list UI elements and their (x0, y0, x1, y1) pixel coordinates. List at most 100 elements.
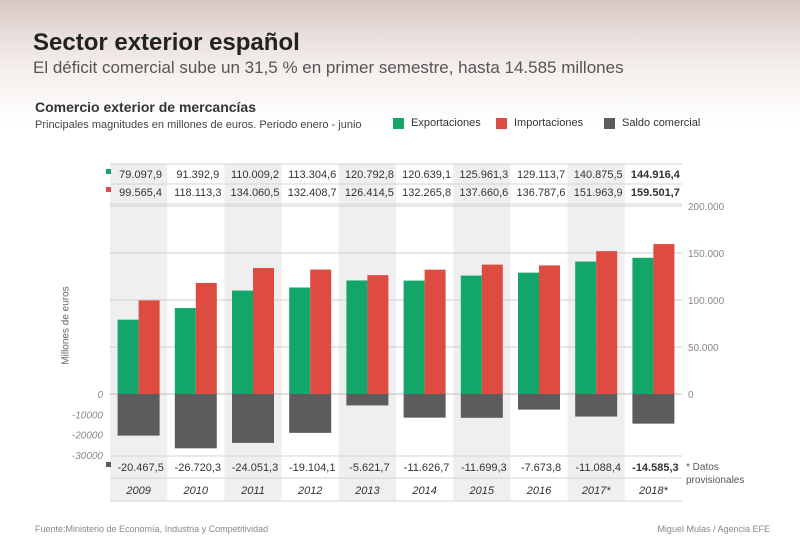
data-label-importaciones: 151.963,9 (574, 187, 623, 199)
x-tick-label: 2010 (183, 485, 209, 497)
left-axis-tick-label: -10000 (72, 410, 104, 421)
x-tick-label: 2009 (125, 485, 150, 497)
x-tick-label: 2014 (411, 485, 436, 497)
legend-label: Saldo comercial (622, 117, 701, 129)
bar-saldo (232, 394, 274, 443)
data-label-saldo: -11.088,4 (575, 462, 621, 474)
legend-item-exportaciones: Exportaciones (393, 117, 481, 129)
bar-importaciones (424, 269, 446, 394)
bar-importaciones (138, 300, 160, 394)
data-label-saldo: -24.051,3 (232, 462, 278, 474)
bar-exportaciones (232, 290, 253, 394)
bar-importaciones (253, 267, 274, 394)
data-label-saldo: -14.585,3 (632, 462, 678, 474)
credit-note: Miguel Mulas / Agencia EFE (657, 524, 770, 534)
legend-swatch-exportaciones (393, 117, 404, 129)
provisional-note-line1: * Datos (686, 462, 719, 473)
legend-item-saldo: Saldo comercial (604, 117, 700, 129)
legend-item-importaciones: Importaciones (496, 117, 583, 129)
bar-exportaciones (575, 261, 597, 394)
bar-importaciones (195, 282, 217, 394)
left-axis-tick-label: -20000 (72, 431, 104, 442)
data-label-exportaciones: 140.875,5 (574, 169, 623, 181)
bar-saldo (117, 394, 160, 436)
right-axis-tick-label: 200.000 (688, 202, 725, 213)
page-title: Sector exterior español (33, 29, 300, 56)
data-label-exportaciones: 91.392,9 (176, 169, 219, 181)
bar-exportaciones (632, 257, 654, 394)
data-label-saldo: -19.104,1 (289, 462, 335, 474)
bar-exportaciones (117, 319, 139, 394)
bar-importaciones (539, 265, 560, 394)
provisional-note: * Datos provisionales (686, 461, 744, 487)
data-label-saldo: -7.673,8 (521, 462, 561, 474)
x-tick-label: 2011 (240, 485, 265, 497)
data-label-importaciones: 132.265,8 (402, 187, 451, 199)
data-label-importaciones: 137.660,6 (459, 187, 508, 199)
page-subtitle: El déficit comercial sube un 31,5 % en p… (33, 58, 624, 77)
bar-saldo (575, 394, 618, 417)
data-label-exportaciones: 113.304,6 (288, 169, 336, 181)
row-bullet-importaciones (106, 187, 111, 192)
legend-label: Importaciones (514, 117, 584, 129)
left-axis-tick-label: 0 (97, 390, 103, 401)
data-label-saldo: -11.699,3 (461, 462, 507, 474)
right-axis-tick-label: 0 (688, 390, 694, 401)
data-label-saldo: -26.720,3 (175, 462, 221, 474)
bar-saldo (632, 394, 675, 424)
data-label-importaciones: 118.113,3 (174, 187, 221, 199)
bar-saldo (289, 394, 332, 433)
bar-exportaciones (346, 280, 368, 394)
data-label-exportaciones: 120.792,8 (345, 169, 394, 181)
data-label-exportaciones: 144.916,4 (631, 169, 681, 181)
legend-swatch-importaciones (496, 117, 507, 129)
data-label-saldo: -5.621,7 (349, 462, 389, 474)
chart-subtitle: Principales magnitudes en millones de eu… (35, 119, 362, 131)
bar-importaciones (310, 269, 332, 394)
row-bullet-exportaciones (106, 169, 111, 174)
x-tick-label: 2015 (469, 485, 495, 497)
data-label-exportaciones: 125.961,3 (459, 169, 508, 181)
data-label-saldo: -20.467,5 (117, 462, 163, 474)
data-label-exportaciones: 129.113,7 (517, 169, 565, 181)
bar-saldo (460, 394, 503, 418)
data-label-exportaciones: 110.009,2 (231, 169, 279, 181)
right-axis-tick-label: 150.000 (688, 249, 725, 260)
legend-label: Exportaciones (411, 117, 481, 129)
legend-swatch-saldo (604, 117, 615, 129)
bar-importaciones (481, 264, 503, 394)
data-label-importaciones: 126.414,5 (345, 187, 394, 199)
x-tick-label: 2012 (297, 485, 322, 497)
bar-exportaciones (403, 280, 425, 394)
chart-title: Comercio exterior de mercancías (35, 99, 256, 115)
bar-saldo (174, 394, 217, 449)
data-label-importaciones: 134.060,5 (231, 187, 280, 199)
data-label-importaciones: 159.501,7 (631, 187, 680, 199)
x-tick-label: 2017* (581, 485, 611, 497)
data-label-importaciones: 136.787,6 (517, 187, 566, 199)
data-label-exportaciones: 120.639,1 (402, 169, 451, 181)
bar-saldo (346, 394, 389, 406)
bar-exportaciones (518, 272, 539, 394)
x-tick-label: 2016 (526, 485, 552, 497)
right-axis-tick-label: 50.000 (688, 343, 719, 354)
bar-importaciones (367, 275, 389, 394)
data-label-importaciones: 132.408,7 (288, 187, 337, 199)
data-label-exportaciones: 79.097,9 (119, 169, 162, 181)
right-axis-tick-label: 100.000 (688, 296, 725, 307)
data-label-importaciones: 99.565,4 (119, 187, 162, 199)
bar-importaciones (653, 244, 675, 394)
bar-saldo (518, 394, 560, 410)
x-tick-label: 2013 (354, 485, 380, 497)
bar-importaciones (596, 251, 618, 394)
bar-exportaciones (460, 275, 482, 394)
row-bullet-saldo (106, 462, 111, 467)
x-tick-label: 2018* (638, 485, 668, 497)
bar-saldo (403, 394, 446, 418)
data-label-saldo: -11.626,7 (404, 462, 450, 474)
source-note: Fuente:Ministerio de Economía, Industria… (35, 524, 269, 534)
bar-exportaciones (174, 308, 196, 394)
left-axis-tick-label: -30000 (72, 451, 104, 462)
bar-exportaciones (289, 287, 311, 394)
